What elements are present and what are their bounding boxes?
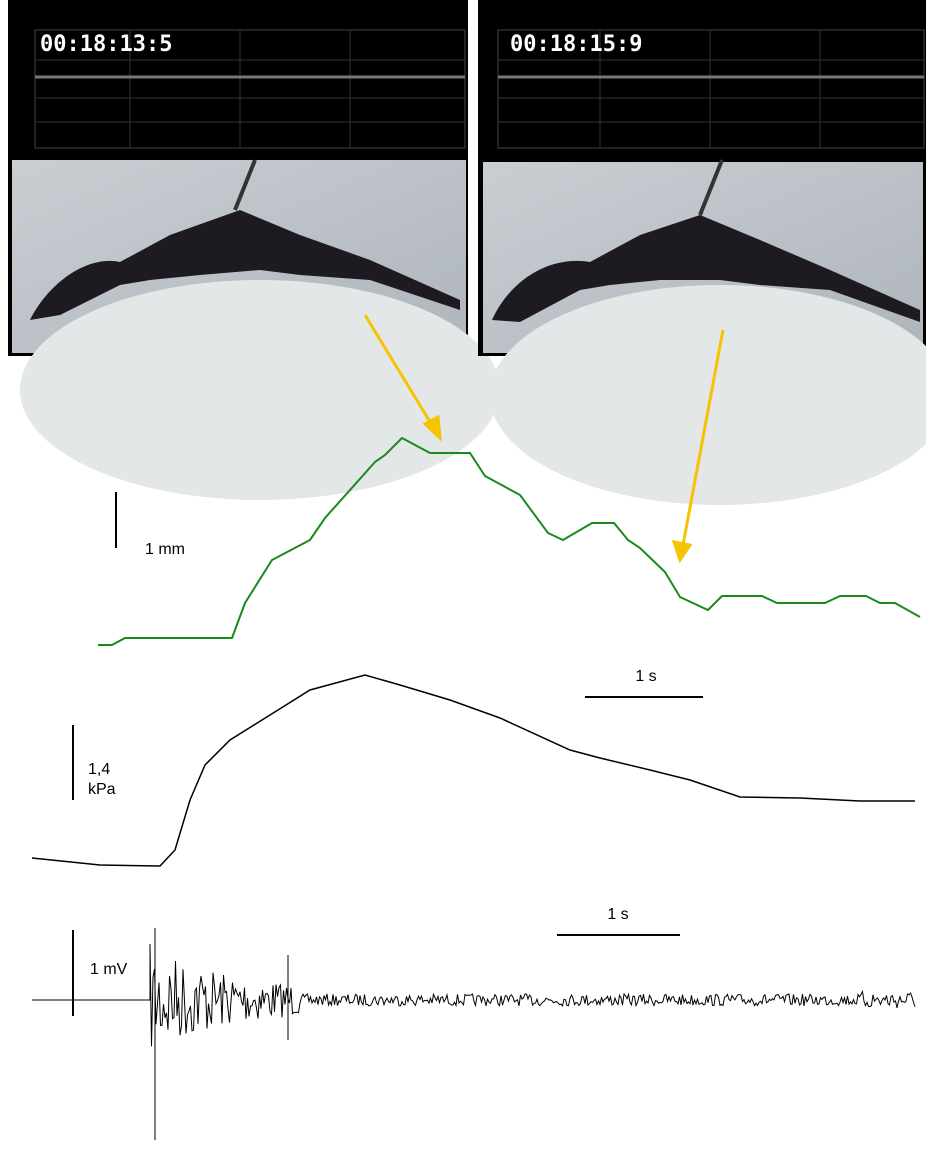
pressure-trace bbox=[32, 675, 915, 866]
time-label: 1 s bbox=[635, 668, 656, 685]
time-label: 1 s bbox=[607, 906, 628, 923]
scale-label: kPa bbox=[88, 781, 116, 798]
video-frame bbox=[478, 0, 926, 505]
timestamp: 00:18:13:5 bbox=[40, 32, 172, 57]
figure: 00:18:13:5 00:18:15:9 1 mm 1 s 1,4 kPa 1… bbox=[0, 0, 926, 1146]
scale-label: 1 mm bbox=[145, 541, 185, 558]
scale-label: 1,4 bbox=[88, 761, 110, 778]
page: 00:18:13:5 00:18:15:9 1 mm 1 s 1,4 kPa 1… bbox=[0, 0, 926, 1151]
scale-label: 1 mV bbox=[90, 961, 128, 978]
emg-trace bbox=[32, 928, 915, 1140]
timestamp: 00:18:15:9 bbox=[510, 32, 642, 57]
